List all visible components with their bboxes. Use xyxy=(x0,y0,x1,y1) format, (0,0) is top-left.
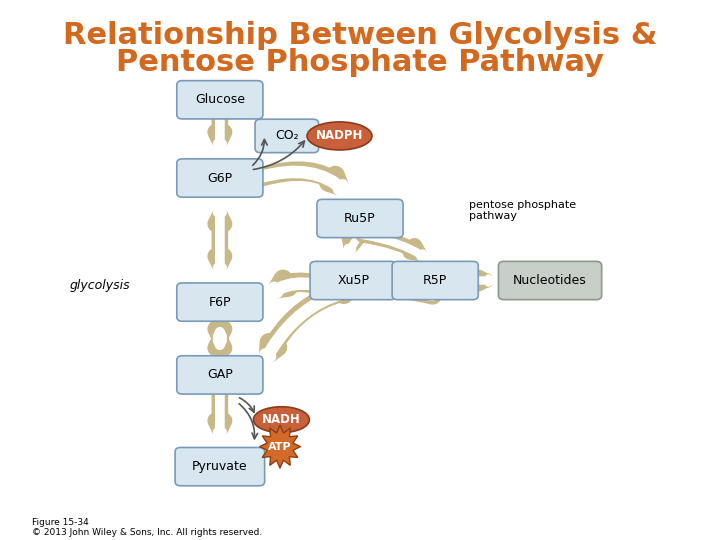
FancyBboxPatch shape xyxy=(177,283,263,321)
Text: Nucleotides: Nucleotides xyxy=(513,274,587,287)
FancyBboxPatch shape xyxy=(175,448,265,486)
Text: G6P: G6P xyxy=(207,172,233,185)
Text: Glucose: Glucose xyxy=(195,93,245,106)
Ellipse shape xyxy=(253,407,310,433)
Text: R5P: R5P xyxy=(423,274,447,287)
Text: Pyruvate: Pyruvate xyxy=(192,460,248,473)
Text: F6P: F6P xyxy=(209,295,231,308)
FancyBboxPatch shape xyxy=(177,80,263,119)
FancyBboxPatch shape xyxy=(177,159,263,197)
FancyBboxPatch shape xyxy=(310,261,396,300)
Text: glycolysis: glycolysis xyxy=(70,279,130,292)
FancyBboxPatch shape xyxy=(317,199,403,238)
Polygon shape xyxy=(259,425,300,468)
Text: GAP: GAP xyxy=(207,368,233,381)
Text: Figure 15-34
© 2013 John Wiley & Sons, Inc. All rights reserved.: Figure 15-34 © 2013 John Wiley & Sons, I… xyxy=(32,518,262,537)
FancyBboxPatch shape xyxy=(392,261,478,300)
Text: CO₂: CO₂ xyxy=(275,130,299,143)
Ellipse shape xyxy=(307,122,372,150)
Text: NADPH: NADPH xyxy=(316,130,363,143)
FancyBboxPatch shape xyxy=(498,261,602,300)
Text: Pentose Phosphate Pathway: Pentose Phosphate Pathway xyxy=(116,48,604,77)
Text: Relationship Between Glycolysis &: Relationship Between Glycolysis & xyxy=(63,21,657,50)
Text: ATP: ATP xyxy=(269,442,292,451)
Text: pentose phosphate
pathway: pentose phosphate pathway xyxy=(469,200,577,221)
Text: Xu5P: Xu5P xyxy=(337,274,369,287)
Text: NADH: NADH xyxy=(262,413,301,426)
FancyBboxPatch shape xyxy=(255,119,319,153)
FancyBboxPatch shape xyxy=(177,356,263,394)
Text: Ru5P: Ru5P xyxy=(344,212,376,225)
